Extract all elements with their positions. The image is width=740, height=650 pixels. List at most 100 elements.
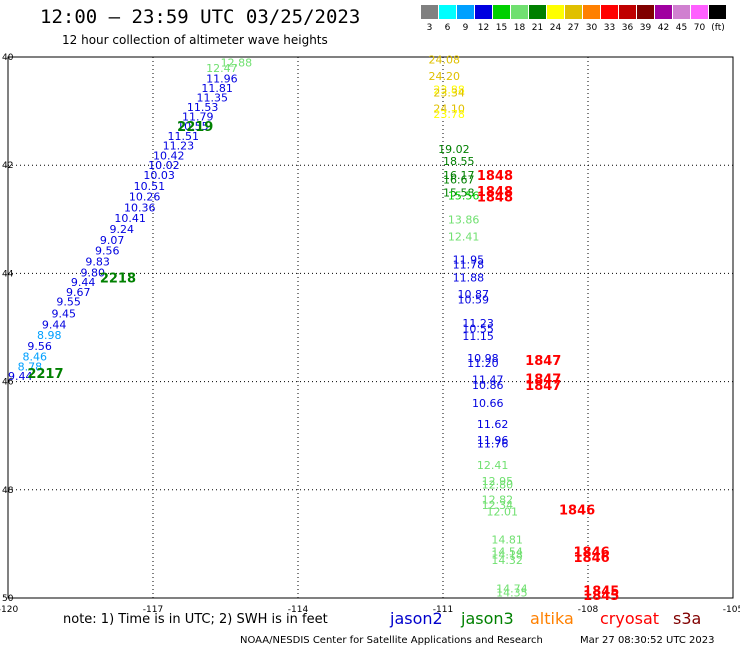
wave-height-label: 11.78 xyxy=(453,259,485,272)
legend-label: 15 xyxy=(495,23,508,33)
wave-height-label: 9.45 xyxy=(52,307,77,320)
pass-time-label: 1846 xyxy=(559,503,595,518)
wave-height-label: 24.10 xyxy=(433,102,465,115)
wave-height-label: 12.01 xyxy=(487,505,519,518)
credit-line: NOAA/NESDIS Center for Satellite Applica… xyxy=(240,635,543,646)
wave-height-label: 14.18 xyxy=(491,549,523,562)
wave-height-label: 11.35 xyxy=(197,92,229,105)
pass-time-label: 1848 xyxy=(477,191,513,206)
wave-height-label: 11.95 xyxy=(453,253,485,266)
wave-height-label: 12.41 xyxy=(477,459,509,472)
satellite-label-jason2: jason2 xyxy=(390,609,443,628)
pass-time-label: 2219 xyxy=(177,120,213,135)
wave-height-label: 11.81 xyxy=(201,82,233,95)
pass-time-label: 2217 xyxy=(27,367,63,382)
y-tick-label: 40 xyxy=(2,53,14,63)
footer-note: note: 1) Time is in UTC; 2) SWH is in fe… xyxy=(63,612,328,627)
pass-time-label: 1848 xyxy=(477,185,513,200)
wave-height-label: 10.59 xyxy=(458,293,490,306)
pass-time-label: 1847 xyxy=(525,354,561,369)
wave-height-label: 11.47 xyxy=(472,373,504,386)
wave-height-label: 19.02 xyxy=(438,143,470,156)
pass-time-label: 1847 xyxy=(525,372,561,387)
wave-height-label: 14.74 xyxy=(496,582,527,595)
pass-time-label: 1847 xyxy=(525,379,561,394)
wave-height-label: 11.76 xyxy=(477,437,509,450)
pass-time-label: 1845 xyxy=(583,589,619,604)
y-tick-label: 44 xyxy=(2,269,14,279)
wave-height-label: 10.36 xyxy=(124,201,156,214)
legend-swatch xyxy=(475,5,492,19)
wave-height-label: 15.58 xyxy=(443,186,475,199)
wave-height-label: 10.55 xyxy=(462,323,494,336)
legend-swatch xyxy=(439,5,456,19)
satellite-label-cryosat: cryosat xyxy=(600,609,660,628)
wave-height-label: 9.24 xyxy=(110,223,135,236)
legend-label: 70 xyxy=(693,23,706,33)
wave-height-label: 16.67 xyxy=(443,173,475,186)
wave-height-label: 14.54 xyxy=(491,545,523,558)
x-tick-label: -111 xyxy=(433,605,453,615)
wave-height-label: 9.07 xyxy=(100,234,125,247)
legend-swatch xyxy=(493,5,510,19)
wave-height-label: 12.34 xyxy=(482,499,513,512)
wave-height-label: 11.51 xyxy=(168,130,200,143)
legend-label: 27 xyxy=(567,23,580,33)
legend-label: 42 xyxy=(657,23,670,33)
wave-height-label: 13.86 xyxy=(448,213,480,226)
legend-swatch xyxy=(655,5,672,19)
y-tick-label: 48 xyxy=(2,486,14,496)
wave-height-label: 12.95 xyxy=(482,475,513,488)
wave-height-label: 12.47 xyxy=(206,62,238,75)
legend-label: 6 xyxy=(444,23,451,33)
wave-height-label: 15.56 xyxy=(448,189,480,202)
wave-height-label: 12.82 xyxy=(482,494,513,507)
wave-height-label: 11.96 xyxy=(206,73,238,86)
legend-swatch xyxy=(691,5,708,19)
wave-height-label: 14.35 xyxy=(496,587,527,600)
wave-height-label: 9.67 xyxy=(66,286,91,299)
wave-height-label: 24.20 xyxy=(429,70,461,83)
wave-height-label: 10.66 xyxy=(472,397,504,410)
legend-label: 21 xyxy=(531,23,544,33)
y-tick-label: 42 xyxy=(2,161,13,171)
legend-swatch xyxy=(421,5,438,19)
wave-height-label: 16.17 xyxy=(443,169,475,182)
legend-swatch xyxy=(565,5,582,19)
wave-height-label: 11.23 xyxy=(163,140,195,153)
x-tick-label: -108 xyxy=(578,605,599,615)
legend-label: 24 xyxy=(549,23,562,33)
wave-height-label: 23.34 xyxy=(433,87,465,100)
legend-swatch xyxy=(709,5,726,19)
wave-height-label: 11.88 xyxy=(453,272,485,285)
legend-label: 18 xyxy=(513,23,526,33)
wave-height-label: 11.20 xyxy=(467,357,499,370)
wave-height-label: 11.15 xyxy=(462,330,494,343)
wave-height-label: 18.55 xyxy=(443,155,475,168)
pass-time-label: 1846 xyxy=(574,545,610,560)
pass-time-label: 2218 xyxy=(100,272,136,287)
wave-height-label: 10.51 xyxy=(134,180,166,193)
wave-height-label: 23.88 xyxy=(433,83,465,96)
legend-swatch xyxy=(637,5,654,19)
legend-label: 36 xyxy=(621,23,634,33)
legend-swatch xyxy=(673,5,690,19)
chart-subtitle: 12 hour collection of altimeter wave hei… xyxy=(62,33,328,47)
wave-height-label: 11.53 xyxy=(187,101,219,114)
wave-height-label: 14.81 xyxy=(491,534,523,547)
generated-timestamp: Mar 27 08:30:52 UTC 2023 xyxy=(580,635,715,646)
legend-label: 45 xyxy=(675,23,688,33)
x-tick-label: -117 xyxy=(143,605,163,615)
plot-frame xyxy=(7,56,734,599)
wave-height-label: 10.03 xyxy=(143,169,175,182)
legend-label: 39 xyxy=(639,23,652,33)
wave-height-label: 11.23 xyxy=(462,317,494,330)
legend-label: 9 xyxy=(462,23,469,33)
wave-height-label: 10.86 xyxy=(472,379,504,392)
wave-height-label: 9.83 xyxy=(85,255,110,268)
wave-height-label: 10.98 xyxy=(467,352,499,365)
wave-height-label: 10.02 xyxy=(148,159,180,172)
satellite-label-s3a: s3a xyxy=(673,609,702,628)
x-tick-label: -120 xyxy=(0,605,18,615)
